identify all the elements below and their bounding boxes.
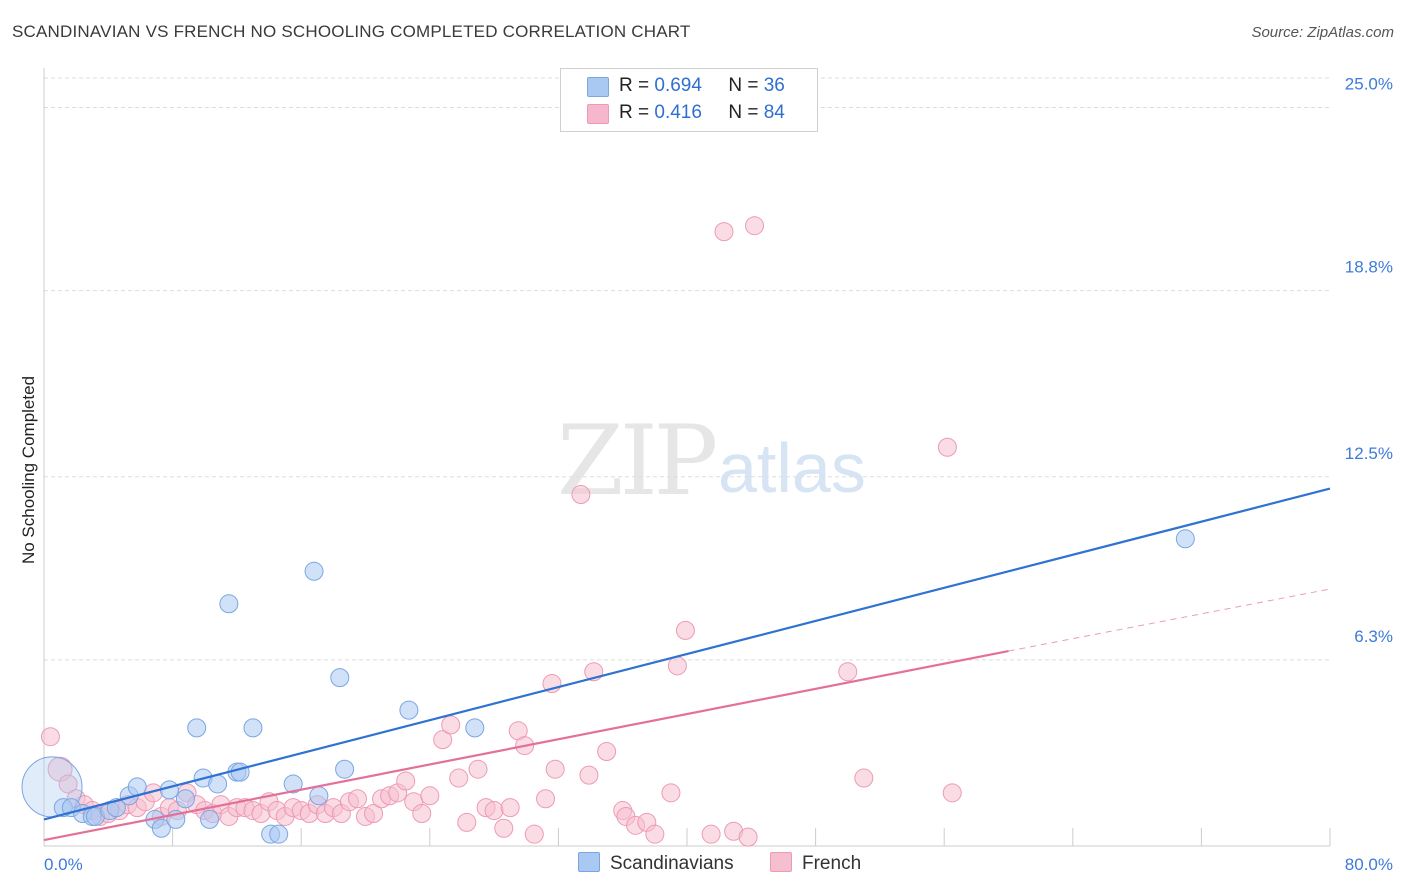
french-point [347,789,367,809]
french-point [714,222,734,242]
french-point [545,759,565,779]
french-point [675,620,695,640]
legend-r-label: R = [619,75,650,96]
french-point [667,656,687,676]
french-point [441,715,461,735]
bottom-legend-french: French [770,852,861,875]
french-point [364,804,384,824]
x-tick-label-min: 0.0% [44,855,83,874]
scandinavian-point [269,824,289,844]
french-point [597,741,617,761]
french-point [937,437,957,457]
french-point [500,798,520,818]
scandinavian-point [151,818,171,838]
bottom-legend-swatch-pink [770,852,792,872]
french-points [40,216,962,847]
french-point [58,774,78,794]
scandinavian-point [208,774,228,794]
french-point [420,786,440,806]
bottom-legend-label: French [802,853,862,874]
french-point [449,768,469,788]
grid-lines [44,77,1330,661]
french-point [40,727,60,747]
french-point [838,662,858,682]
scandinavian-point [330,668,350,688]
scandinavian-point [304,561,324,581]
y-tick-label: 18.8% [1345,258,1393,277]
french-point [536,789,556,809]
x-tick-label-max: 80.0% [1345,855,1393,874]
french-point [701,824,721,844]
french-point [494,818,514,838]
french-point [571,484,591,504]
scandinavian-trend-line [43,487,1331,821]
french-point [468,759,488,779]
scandinavian-point [175,789,195,809]
scandinavian-point [1175,529,1195,549]
french-point [645,824,665,844]
legend-n-label: N = [728,102,759,123]
scandinavian-point [106,798,126,818]
french-point [854,768,874,788]
legend-r-label: R = [619,102,650,123]
watermark-atlas: atlas [718,429,866,507]
french-point [524,824,544,844]
scandinavian-point [465,718,485,738]
scandinavian-point [283,774,303,794]
legend-swatch-blue [587,77,609,97]
axis-labels: 6.3% 12.5% 18.8% 25.0% 0.0% 80.0% No Schooling… [19,75,1393,874]
scandinavian-point [399,700,419,720]
scandinavian-point [309,786,329,806]
legend-n-value: 36 [763,75,785,96]
scandinavian-point [187,718,207,738]
legend-n-label: N = [728,75,759,96]
french-trend-line [43,649,1009,842]
trend-lines [43,487,1331,842]
bottom-legend-swatch-blue [578,852,600,872]
french-point [942,783,962,803]
axes [43,68,1331,847]
source-label: Source: ZipAtlas.com [1251,24,1394,41]
y-tick-label: 25.0% [1345,75,1393,94]
legend-n-value: 84 [763,102,785,123]
y-tick-label: 6.3% [1354,627,1393,646]
french-point [412,804,432,824]
french-point [484,801,504,821]
chart-title: SCANDINAVIAN VS FRENCH NO SCHOOLING COMP… [12,22,691,41]
french-point [661,783,681,803]
french-trend-extension [1008,588,1331,652]
bottom-legend-label: Scandinavians [610,853,734,874]
scandinavian-point [200,809,220,829]
scandinavian-point [335,759,355,779]
scandinavian-point [243,718,263,738]
correlation-legend: R = 0.694 N = 36 R = 0.416 N = 84 [560,68,818,132]
scandinavian-point [219,594,239,614]
bottom-legend-scandinavians: Scandinavians [578,852,734,875]
legend-swatch-pink [587,104,609,124]
french-point [745,216,765,236]
french-point [738,827,758,847]
french-point [579,765,599,785]
french-point [457,812,477,832]
french-point [433,730,453,750]
french-point [396,771,416,791]
y-axis-title: No Schooling Completed [19,376,38,564]
legend-r-value: 0.416 [654,102,702,123]
scandinavian-point [230,762,250,782]
y-tick-label: 12.5% [1345,444,1393,463]
legend-r-value: 0.694 [654,75,702,96]
